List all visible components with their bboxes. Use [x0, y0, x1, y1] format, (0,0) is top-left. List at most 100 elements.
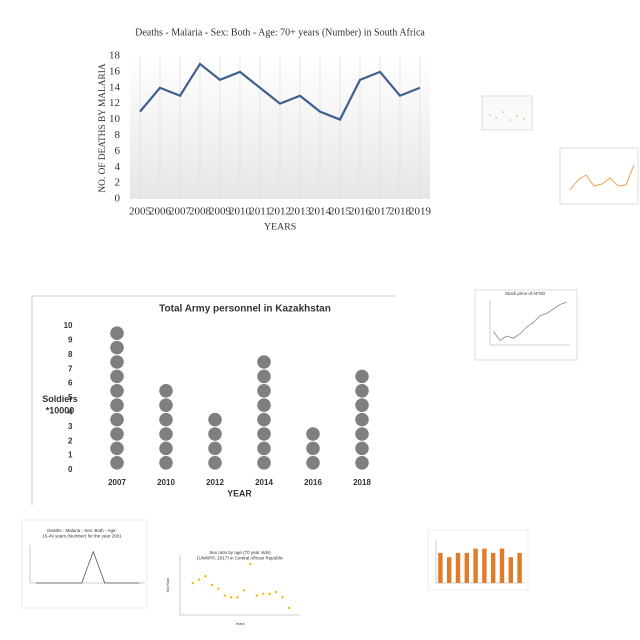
y-tick-label: 10	[109, 113, 121, 125]
bar	[447, 557, 452, 583]
y-tick-label: 8	[115, 129, 121, 141]
bar	[473, 548, 478, 583]
icon	[208, 427, 222, 441]
y-axis-label: NO. OF DEATHS BY MALARIA	[98, 63, 108, 192]
point	[236, 596, 239, 599]
icon	[110, 456, 124, 470]
icon	[159, 427, 173, 441]
y-tick-label: 18	[109, 50, 121, 62]
y-tick-label: 1	[68, 451, 73, 460]
bar	[517, 552, 522, 583]
y-tick-label: 4	[68, 408, 73, 417]
chart-title: Total Army personnel in Kazakhstan	[159, 304, 331, 315]
point	[210, 583, 214, 587]
bar	[455, 552, 461, 583]
y-tick-label: 14	[109, 81, 121, 93]
x-axis-label: YEARS	[264, 221, 296, 232]
x-tick-label: 2007	[108, 478, 126, 487]
x-tick-label: 2010	[229, 206, 252, 218]
x-tick-label: 2011	[249, 206, 271, 218]
point	[287, 606, 290, 610]
point	[281, 596, 284, 599]
icon	[159, 398, 173, 412]
icon-stack	[306, 427, 320, 470]
icon	[257, 441, 271, 456]
point	[274, 590, 278, 594]
icon	[208, 456, 222, 470]
icon	[306, 456, 320, 470]
thumbnail	[481, 95, 533, 131]
icon	[110, 326, 124, 340]
icon	[355, 456, 369, 470]
point	[230, 596, 233, 599]
y-tick-label: 2	[68, 436, 73, 445]
x-tick-label: 2005	[129, 206, 152, 218]
y-tick-label: 3	[68, 422, 73, 431]
x-tick-label: 2014	[309, 206, 332, 218]
y-tick-label: 7	[68, 364, 73, 373]
icon	[355, 427, 369, 441]
icon	[110, 355, 124, 369]
icon	[257, 384, 271, 398]
point	[204, 574, 207, 578]
point	[191, 582, 194, 585]
icon	[159, 456, 173, 470]
x-tick-label: 2013	[289, 206, 312, 218]
icon	[355, 369, 369, 384]
icon	[257, 456, 271, 470]
point	[242, 589, 246, 592]
bar	[482, 548, 487, 583]
chart-title: Stock price of AFSD	[505, 291, 546, 296]
point	[255, 594, 258, 597]
x-tick-label: 2018	[353, 478, 371, 487]
icon	[257, 369, 271, 384]
icon-stack	[110, 326, 124, 470]
x-tick-label: 2012	[206, 478, 224, 487]
point	[198, 578, 201, 581]
icon	[257, 412, 271, 427]
icon	[110, 427, 124, 441]
icon	[110, 441, 124, 456]
y-tick-label: 5	[68, 393, 73, 402]
icon	[257, 427, 271, 441]
point	[268, 592, 271, 596]
x-tick-label: 2017	[369, 206, 392, 218]
y-tick-label: 8	[68, 350, 73, 359]
y-tick-label: 9	[68, 336, 73, 345]
point	[217, 587, 220, 590]
x-tick-label: 2016	[304, 478, 322, 487]
icon	[159, 384, 173, 398]
icon	[208, 441, 222, 456]
x-tick-label: 2008	[189, 206, 212, 218]
frame	[21, 519, 148, 609]
x-tick-label: 2016	[349, 206, 372, 218]
icon	[110, 340, 124, 355]
icon-stack	[257, 355, 271, 470]
icon-stack	[355, 369, 369, 470]
line	[139, 62, 421, 121]
point	[249, 562, 252, 566]
bar	[508, 557, 513, 583]
x-tick-label: 2009	[209, 206, 232, 218]
y-tick-label: 4	[115, 161, 121, 173]
frame	[474, 289, 578, 361]
x-tick-label: 2019	[409, 206, 432, 218]
y-axis-label: Sex Ratio	[166, 578, 170, 593]
icon	[257, 398, 271, 412]
icon	[110, 369, 124, 384]
icon	[110, 398, 124, 412]
point	[223, 594, 226, 597]
y-tick-label: 6	[68, 379, 73, 388]
bar	[464, 552, 469, 583]
y-tick-label: 0	[68, 465, 73, 474]
x-tick-label: 2012	[269, 206, 291, 218]
bar	[491, 552, 496, 583]
bar	[438, 552, 443, 583]
x-axis-label: Years	[235, 622, 244, 626]
y-tick-label: 0	[115, 193, 121, 205]
y-tick-label: 10	[64, 321, 73, 330]
icon	[159, 412, 173, 427]
x-tick-label: 2014	[255, 478, 273, 487]
chart-title: Sex ratio by age (70 year olds) (UNWPP, 2…	[197, 550, 284, 560]
y-tick-label: 2	[115, 177, 121, 189]
